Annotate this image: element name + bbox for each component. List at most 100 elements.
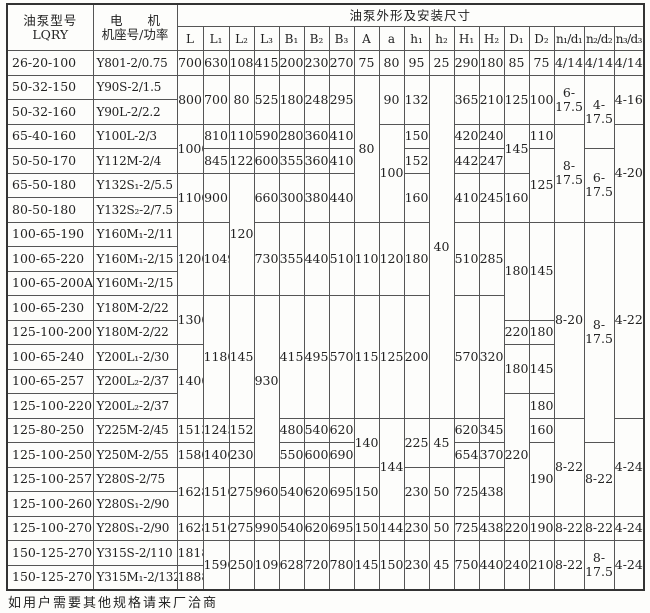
pump-model-cell: 125-100-250 [6, 442, 94, 468]
column-header: B₂ [303, 26, 330, 51]
motor-cell: Y250M-2/55 [92, 442, 178, 468]
dimension-cell: 355 [278, 221, 305, 296]
dimension-cell: 930 [253, 295, 280, 468]
dimension-cell: 4/14 [613, 50, 645, 76]
column-header: D₂ [528, 26, 555, 51]
dimension-cell: 280 [278, 123, 305, 149]
dimension-cell: 285 [478, 221, 505, 296]
dimension-cell: 690 [328, 442, 355, 468]
dimension-cell: 720 [303, 540, 330, 591]
footer-note: 如用户需要其他规格请来厂洽商 [8, 596, 219, 611]
dimension-cell: 210 [478, 74, 505, 125]
dimension-cell: 250 [228, 540, 255, 591]
dimension-cell: 6-17.5 [553, 74, 585, 125]
dimension-cell: 25 [428, 50, 455, 76]
dimension-cell: 8-17.5 [553, 123, 585, 223]
motor-cell: Y315S-2/110 [92, 540, 178, 566]
dimension-cell: 1888 [176, 564, 204, 591]
dimension-cell: 210 [528, 540, 555, 591]
dimension-cell: 415 [278, 295, 305, 419]
dimension-cell: 780 [328, 540, 355, 591]
dimension-cell: 145 [503, 123, 530, 174]
pump-model-cell: 125-100-220 [6, 393, 94, 419]
pump-model-cell: 100-65-220 [6, 246, 94, 272]
dimension-cell: 620 [303, 466, 330, 517]
motor-cell: Y160M₁-2/11 [92, 221, 178, 247]
dimension-cell: 345 [478, 417, 505, 443]
motor-cell: Y160M₁-2/15 [92, 270, 178, 296]
dimension-cell: 180 [478, 50, 505, 76]
pump-model-cell: 65-50-180 [6, 172, 94, 198]
dimension-cell: 540 [303, 417, 330, 443]
dimension-cell: 200 [403, 295, 430, 419]
pump-model-cell: 100-65-230 [6, 295, 94, 321]
dimension-cell: 275 [228, 466, 255, 517]
dimension-cell: 290 [453, 50, 480, 76]
dimension-cell: 590 [253, 123, 280, 149]
dimension-cell: 8-22 [583, 515, 615, 541]
pump-model-code: LQRY [32, 26, 69, 42]
dimension-cell: 160 [403, 172, 430, 223]
motor-cell: Y280S₁-2/90 [92, 515, 178, 541]
dimension-cell: 360 [303, 123, 330, 149]
dimension-cell: 145 [353, 540, 380, 591]
column-header: n₂/d₂ [583, 26, 615, 51]
dimension-cell: 1400 [176, 344, 204, 419]
dimension-cell: 110 [353, 221, 380, 296]
dimension-cell: 1590 [202, 540, 230, 591]
dimension-cell: 190 [528, 442, 555, 517]
dimension-cell: 440 [303, 221, 330, 296]
dimension-cell: 1628 [176, 515, 204, 541]
table-row: 65-40-160Y100L-2/31000810110590280360410… [6, 123, 645, 223]
dimension-cell: 245 [478, 172, 505, 223]
dimension-cell: 700 [202, 74, 230, 125]
motor-cell: Y160M₁-2/15 [92, 246, 178, 272]
dimension-cell: 628 [278, 540, 305, 591]
dimension-cell: 132 [403, 74, 430, 125]
dimension-cell: 150 [403, 123, 430, 149]
motor-cell: Y132S₂-2/7.5 [92, 197, 178, 223]
dimension-cell: 75 [528, 50, 555, 76]
dimension-cell: 4-17.5 [583, 74, 615, 149]
motor-cell: Y112M-2/4 [92, 148, 178, 174]
dimension-cell: 480 [278, 417, 305, 443]
dimension-cell: 120 [378, 221, 405, 296]
motor-cell: Y132S₁-2/5.5 [92, 172, 178, 198]
pump-model-cell: 125-100-270 [6, 515, 94, 541]
dimension-cell: 810 [202, 123, 230, 149]
pump-model-cell: 65-40-160 [6, 123, 94, 149]
motor-cell: Y180M-2/22 [92, 319, 178, 345]
dimension-cell: 80 [353, 74, 380, 223]
dimension-cell: 230 [403, 540, 430, 591]
motor-cell: Y280S₁-2/90 [92, 491, 178, 517]
dimension-cell: 365 [453, 74, 480, 125]
column-header: h₁ [403, 26, 430, 51]
dimension-cell: 845 [202, 148, 230, 174]
dimension-cell: 370 [478, 442, 505, 468]
dimension-cell: 180 [278, 74, 305, 125]
pump-dimensions-table: 油泵型号 LQRY 电 机 机座号/功率 油泵外形及安装尺寸 L L₁ L₂ L₃ B₁… [6, 3, 646, 591]
column-header: n₁/d₁ [553, 26, 585, 51]
motor-cell: Y100L-2/3 [92, 123, 178, 149]
dimension-cell: 4-24 [613, 417, 645, 517]
dimension-cell: 355 [278, 148, 305, 174]
pump-model-cell: 150-125-270 [6, 564, 94, 591]
table-row: 125-100-250Y250M-2/551580140023055060069… [6, 442, 644, 517]
dimension-cell: 8-20 [553, 221, 585, 419]
dimension-cell: 95 [403, 50, 430, 76]
dimension-cell: 410 [328, 123, 355, 149]
dimension-cell: 275 [228, 515, 255, 541]
dimension-cell: 440 [478, 540, 505, 591]
dimension-cell: 440 [328, 172, 355, 223]
dimension-cell: 695 [328, 515, 355, 541]
dimension-cell: 108 [228, 50, 255, 76]
dimension-cell: 1200 [176, 221, 204, 296]
dimension-cell: 80 [378, 50, 405, 76]
dimension-cell: 150 [353, 466, 380, 517]
dimension-cell: 220 [503, 515, 530, 541]
table-row: 125-100-260 Y280S₁-2/90 [6, 491, 644, 517]
dimension-cell: 160 [528, 417, 555, 443]
